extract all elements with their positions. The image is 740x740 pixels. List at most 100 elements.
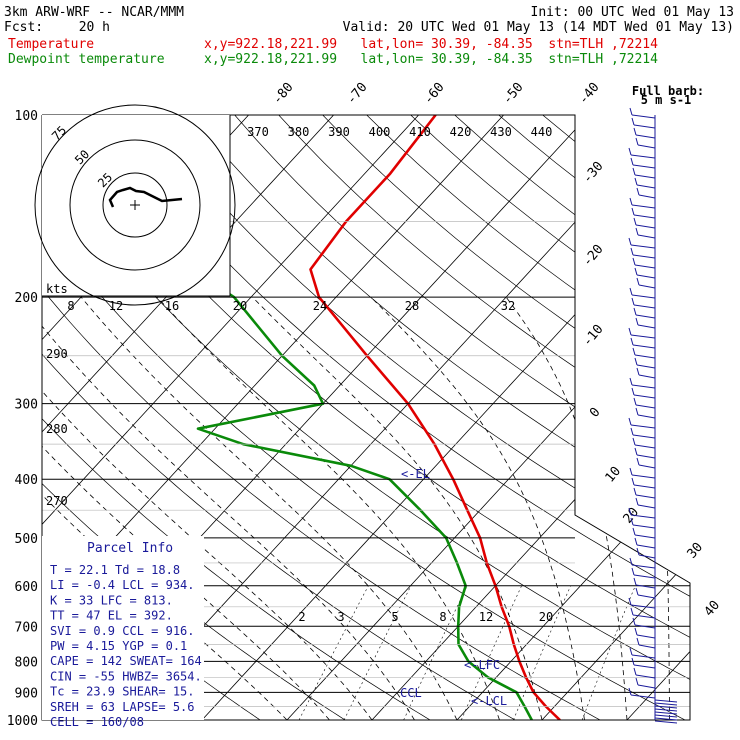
wind-barb (638, 644, 656, 649)
model-title: 3km ARW-WRF -- NCAR/MMM (4, 5, 184, 20)
wind-barb (632, 344, 656, 349)
wind-barb (633, 484, 656, 489)
wind-barb (636, 544, 656, 549)
wind-barb (654, 720, 678, 724)
init-time: Init: 00 UTC Wed 01 May 13 (531, 5, 735, 20)
mixing-ratio-label: 8 (439, 610, 446, 624)
wind-barb (631, 117, 635, 126)
wind-barb (631, 654, 656, 659)
moist-adiabat-line (505, 296, 628, 720)
wind-barb (634, 537, 638, 546)
wind-barb (635, 314, 656, 319)
wind-barb (638, 374, 656, 379)
theta-label: 390 (328, 125, 350, 139)
wind-barb (631, 297, 635, 306)
wind-barb (633, 574, 656, 579)
wind-barb (638, 194, 656, 199)
wind-barb (635, 134, 656, 139)
mixing-ratio-line (513, 585, 571, 720)
wind-barb (629, 197, 633, 206)
wind-barb (628, 507, 632, 516)
wind-barb (633, 397, 637, 406)
wind-barb (654, 705, 678, 709)
wind-barb (629, 107, 633, 116)
wind-barb (632, 257, 636, 266)
temperature-legend-label: Temperature (8, 37, 94, 52)
theta-label: 280 (46, 422, 68, 436)
parcel-info-row: SVI = 0.9 CCL = 916. (50, 624, 195, 638)
dry-adiabat-line (146, 115, 690, 720)
wind-barb (634, 354, 656, 359)
wind-barb (654, 711, 678, 715)
wind-barb (633, 307, 637, 316)
wind-barb (636, 457, 640, 466)
speed-scale-label: 8 (67, 299, 74, 313)
pressure-label: 600 (15, 580, 38, 595)
wind-barb (633, 577, 637, 586)
wind-barb (637, 594, 656, 599)
theta-label: 430 (490, 125, 512, 139)
wind-barb (638, 284, 656, 289)
wind-barb (637, 414, 656, 419)
hodograph-unit: kts (46, 282, 68, 296)
wind-barb (628, 237, 632, 246)
wind-barb (634, 267, 638, 276)
theta-label: 400 (369, 125, 391, 139)
forecast-label: Fcst: (4, 20, 43, 35)
wind-barb (634, 174, 656, 179)
parcel-info-title: Parcel Info (87, 541, 173, 556)
wind-barb (633, 124, 656, 129)
wind-barb (635, 404, 656, 409)
wind-barb (654, 699, 678, 703)
dewpoint-legend-info: x,y=922.18,221.99 lat,lon= 30.39, -84.35… (204, 52, 658, 67)
wind-barb (629, 287, 633, 296)
wind-barb (631, 204, 656, 209)
wind-barb (632, 254, 656, 259)
dry-adiabat-line (234, 115, 690, 720)
dry-adiabat-line (58, 115, 690, 720)
wind-barb (629, 377, 633, 386)
wind-barb (632, 437, 636, 446)
wind-barb (630, 604, 656, 609)
parcel-info-row: CAPE = 142 SWEAT= 164 (50, 654, 202, 668)
isotherm-line (42, 115, 504, 720)
parcel-info-row: PW = 4.15 YGP = 0.1 (50, 639, 187, 653)
wind-barb (631, 207, 635, 216)
wind-barb (634, 444, 656, 449)
hodograph-ring-50 (69, 139, 201, 271)
wind-barb (629, 557, 633, 566)
wind-barb (635, 317, 639, 326)
wind-barb (630, 247, 634, 256)
wind-barb (635, 584, 656, 589)
lcl-annotation: <-LCL (471, 694, 507, 708)
forecast-hour: 20 h (79, 20, 110, 35)
pressure-label: 800 (15, 655, 38, 670)
wind-barb (634, 177, 638, 186)
theta-label: 290 (46, 347, 68, 361)
hodograph-trace (108, 186, 183, 208)
wind-barb (630, 334, 656, 339)
dry-adiabat-line (42, 115, 690, 720)
isotherm-line (42, 115, 419, 720)
parcel-info-row: CIN = -55 HWBZ= 3654. (50, 669, 202, 683)
wind-barb (633, 394, 656, 399)
wind-barb (631, 114, 656, 119)
hodograph-ring-75 (34, 104, 236, 306)
wind-barb (630, 157, 634, 166)
wind-barb (636, 187, 640, 196)
speed-scale-label: 20 (233, 299, 247, 313)
wind-barb (629, 647, 633, 656)
pressure-label: 300 (15, 398, 38, 413)
parcel-info-row: LI = -0.4 LCL = 934. (50, 578, 195, 592)
wind-barb (635, 137, 639, 146)
wind-barb (630, 427, 634, 436)
wind-barb (630, 517, 634, 526)
mixing-ratio-label: 12 (479, 610, 493, 624)
theta-label: 410 (409, 125, 431, 139)
barb-legend-unit: 5 m s-1 (641, 93, 692, 107)
wind-barb (634, 624, 656, 629)
wind-barb (637, 324, 656, 329)
wind-barb (636, 547, 640, 556)
wind-barb (635, 494, 656, 499)
